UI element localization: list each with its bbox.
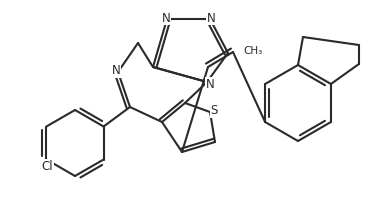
Text: CH₃: CH₃ [243,46,262,56]
Text: N: N [206,11,215,25]
Text: Cl: Cl [42,160,53,173]
Text: N: N [112,64,121,77]
Text: N: N [161,11,170,25]
Text: N: N [206,77,214,91]
Text: S: S [210,104,218,118]
